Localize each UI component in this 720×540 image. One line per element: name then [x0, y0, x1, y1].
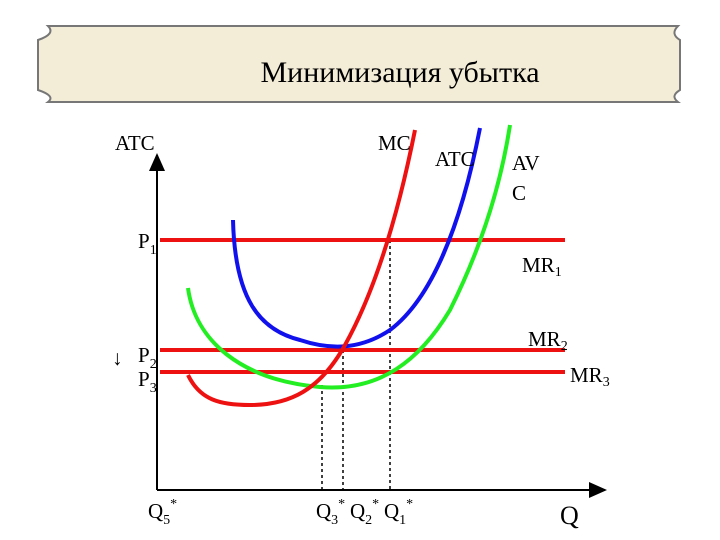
mr-sub: 3	[603, 375, 610, 390]
atc-label: ATC	[435, 147, 475, 171]
price-label: P3	[138, 367, 157, 396]
y-axis-label: ATC	[115, 131, 155, 155]
q-sub: 5	[163, 513, 170, 528]
price-label: P2	[138, 343, 157, 372]
price-base: P	[138, 343, 150, 367]
mr-sub: 2	[561, 339, 568, 354]
mc-curve	[186, 129, 417, 408]
q-base: Q	[350, 499, 365, 523]
quantity-label: Q1*	[384, 497, 413, 528]
mr-base: MR	[522, 253, 555, 277]
x-axis-label: Q	[560, 501, 579, 530]
q-sup: *	[406, 497, 413, 512]
price-base: P	[138, 229, 150, 253]
price-sub: 1	[150, 243, 157, 258]
title-banner	[37, 25, 681, 103]
q-sup: *	[338, 497, 345, 512]
q-sub: 1	[399, 513, 406, 528]
mr-label: MR1	[522, 253, 562, 280]
price-sub: 2	[150, 357, 157, 372]
price-sub: 3	[150, 381, 157, 396]
price-arrow: ↓	[112, 346, 123, 370]
q-sup: *	[372, 497, 379, 512]
q-sup: *	[170, 497, 177, 512]
title: Минимизация убытка	[260, 56, 539, 89]
quantity-label: Q3*	[316, 497, 345, 528]
q-sub: 3	[331, 513, 338, 528]
mr-base: MR	[528, 327, 561, 351]
q-sub: 2	[365, 513, 372, 528]
quantity-label: Q2*	[350, 497, 379, 528]
mr-label: MR2	[528, 327, 568, 354]
price-label: P1	[138, 229, 157, 258]
avc-label: AV	[512, 151, 540, 175]
mr-base: MR	[570, 363, 603, 387]
avc-curve	[186, 124, 512, 390]
avc-label: C	[512, 181, 526, 205]
mr-label: MR3	[570, 363, 610, 390]
atc-curve	[231, 127, 482, 349]
mr-sub: 1	[555, 265, 562, 280]
q-base: Q	[148, 499, 163, 523]
mc-label: MC	[378, 131, 411, 155]
quantity-label: Q5*	[148, 497, 177, 528]
q-base: Q	[384, 499, 399, 523]
price-base: P	[138, 367, 150, 391]
q-base: Q	[316, 499, 331, 523]
